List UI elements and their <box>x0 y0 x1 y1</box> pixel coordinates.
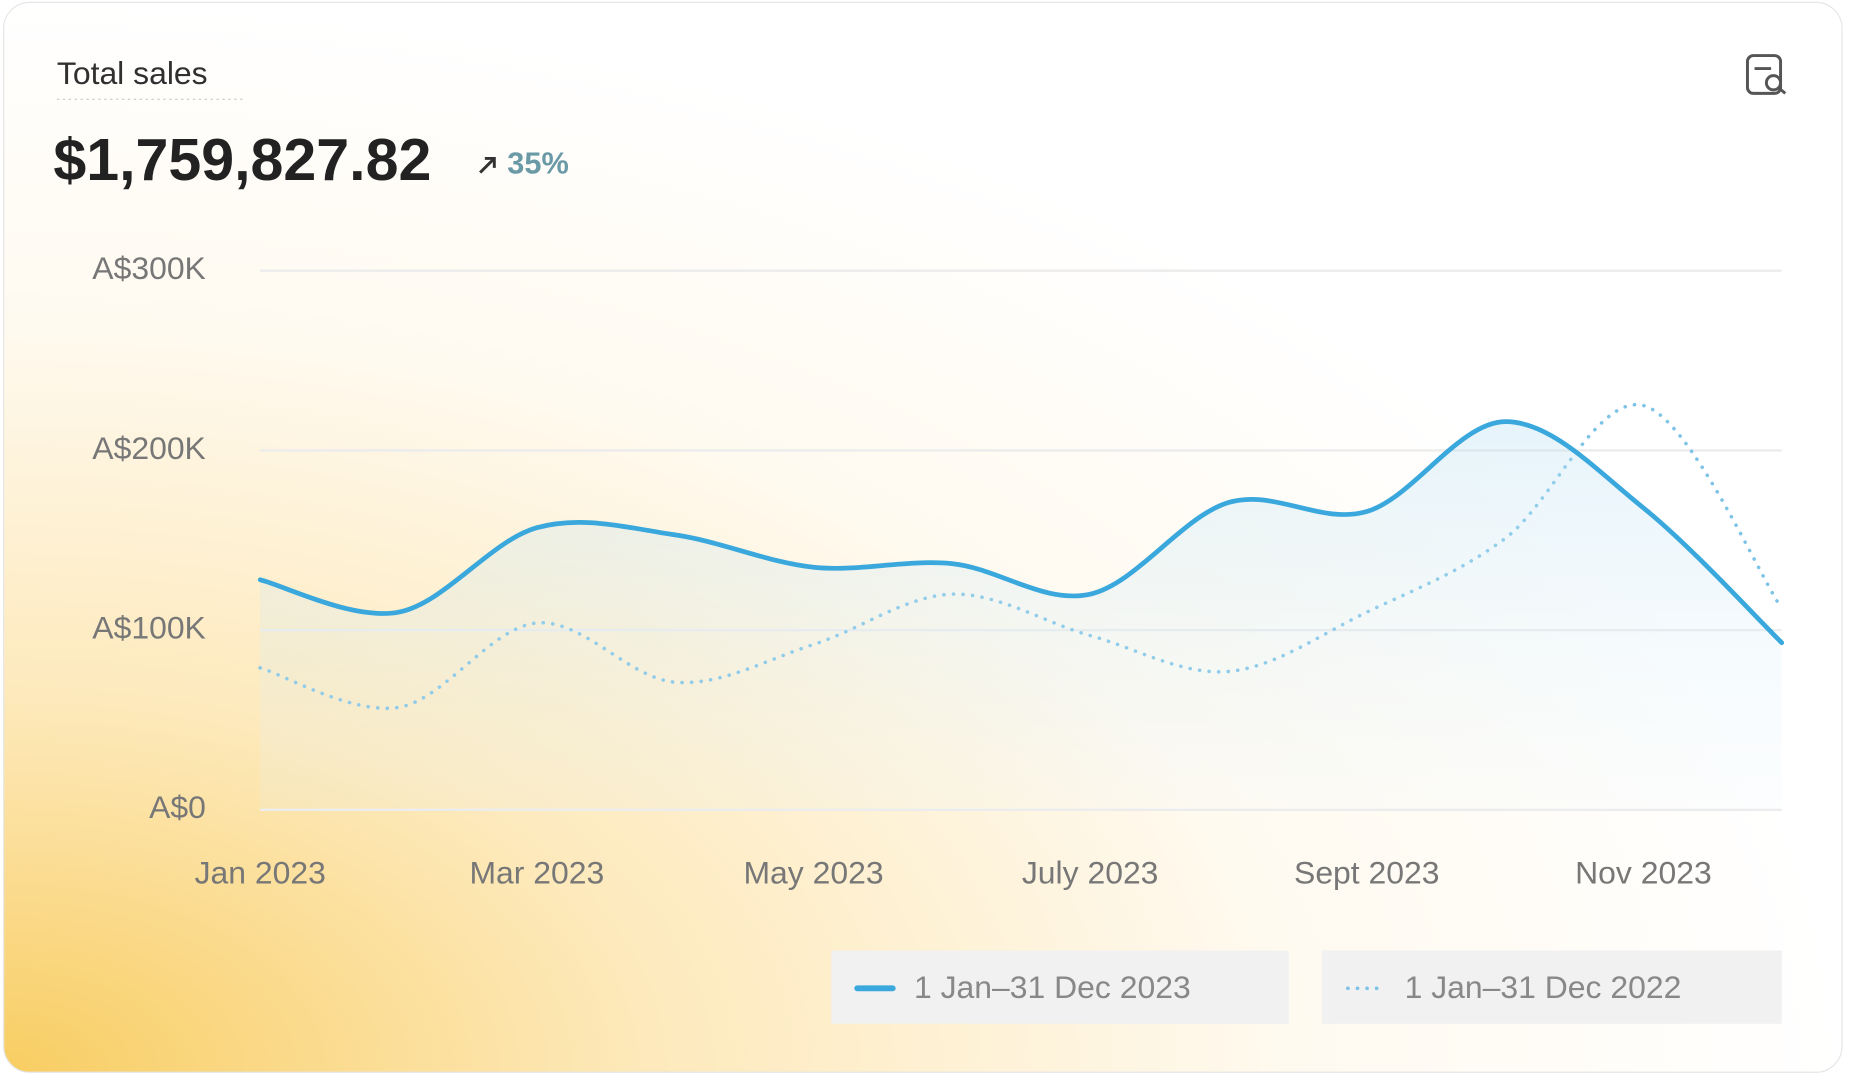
x-tick-label: Mar 2023 <box>469 854 604 890</box>
change-value: 35% <box>507 146 568 181</box>
up-arrow-icon <box>479 156 496 174</box>
chart-title: Total sales <box>57 55 208 91</box>
y-tick-label: A$200K <box>92 430 206 466</box>
y-tick-label: A$0 <box>149 789 206 825</box>
y-tick-label: A$300K <box>92 250 206 286</box>
x-tick-label: Sept 2023 <box>1294 854 1439 890</box>
x-tick-label: Jan 2023 <box>195 854 326 890</box>
series-line <box>257 419 1785 646</box>
total-value: $1,759,827.82 <box>53 126 431 193</box>
x-tick-label: May 2023 <box>743 854 883 890</box>
area-fill <box>260 421 1782 810</box>
y-tick-label: A$100K <box>92 610 206 646</box>
x-tick-label: July 2023 <box>1022 854 1159 890</box>
legend-item[interactable] <box>831 950 1289 1024</box>
icon-button[interactable] <box>1745 54 1787 95</box>
legend-label: 1 Jan–31 Dec 2023 <box>914 969 1191 1005</box>
x-tick-label: Nov 2023 <box>1575 854 1712 890</box>
legend-label: 1 Jan–31 Dec 2022 <box>1405 969 1682 1005</box>
legend-item[interactable] <box>1321 950 1782 1024</box>
